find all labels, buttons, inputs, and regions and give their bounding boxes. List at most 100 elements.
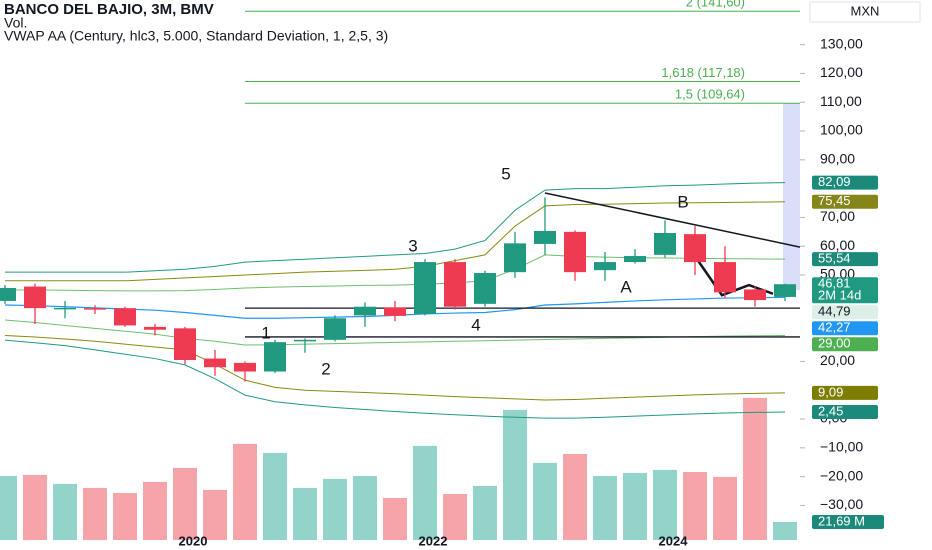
volume-bar [263,452,287,540]
price-label: 9,09 [818,384,843,399]
candle-body [594,262,616,271]
volume-bar [23,474,47,540]
candle-body [54,307,76,310]
volume-bar [623,472,647,540]
candle-body [744,289,766,301]
currency[interactable]: MXN [851,3,880,18]
price-label-box [812,337,878,352]
price-label-box [812,321,878,336]
price-label: 82,09 [818,174,851,189]
volume-bar [203,489,227,540]
y-tick-label: −30,00 [820,496,863,512]
price-label: 46,81 [818,276,851,291]
price-label-box [812,404,878,419]
volume-bar [473,485,497,540]
y-tick-label: 110,00 [820,93,862,109]
wave-label: 2 [321,360,330,379]
price-label-box [812,194,878,209]
candle-body [654,232,676,255]
wave-label: 4 [471,316,480,335]
vwap-band [5,254,786,292]
chart-title: BANCO DEL BAJIO, 3M, BMV [4,1,214,18]
wave-label: 3 [408,237,417,256]
volume-bar [0,475,17,540]
volume-label: 21,69 M [818,513,865,528]
candle-body [684,234,706,263]
volume-bar [83,487,107,540]
y-tick-label: 20,00 [820,352,855,368]
vwap-band [4,339,786,419]
candle-body [294,339,316,342]
price-label: 44,79 [818,304,851,319]
candle-body [474,273,496,304]
trendline [544,192,801,248]
projection-shade [783,103,800,290]
volume-bar [293,487,317,540]
price-label: 29,00 [818,336,851,351]
volume-bar [653,469,677,540]
volume-label-box [812,514,884,529]
volume-bar [593,475,617,540]
volume-bar [173,467,197,540]
price-label: 75,45 [818,193,851,208]
price-axis [800,0,932,550]
fib-label: 2 (141,60) [686,0,745,10]
volume-bar [683,471,707,540]
candle-body [204,358,226,368]
volume-bar [743,397,767,540]
x-tick-label: 2020 [179,533,208,548]
price-label-box [812,175,878,190]
vwap-band [4,335,786,401]
candle-body [504,243,526,273]
currency-box[interactable] [809,1,921,23]
y-tick-label: 90,00 [820,151,855,167]
volume-bar [443,493,467,540]
candle-body [774,284,796,297]
candle-body [564,231,586,273]
candle-body [534,230,556,244]
y-tick-label: 100,00 [820,122,863,138]
candle-body [174,328,196,360]
y-tick-label: 70,00 [820,208,855,224]
vwap-band [5,201,786,282]
volume-bar [413,445,437,540]
x-tick-label: 2022 [419,533,448,548]
volume-bar [113,492,137,540]
candle-body [264,342,286,372]
wave-label: 1 [261,324,270,343]
volume-bar [323,478,347,540]
candle-body [0,288,16,301]
vwap-band [5,182,786,273]
volume-bar [503,409,527,540]
price-label: 55,54 [818,251,851,266]
candle-body [384,307,406,316]
volume-bar [233,443,257,540]
volume-bar [143,481,167,540]
fib-label: 1,5 (109,64) [675,87,745,102]
candle-body [444,262,466,307]
y-tick-label: −10,00 [820,439,863,455]
volume-bar [713,476,737,540]
candle-body [714,262,736,293]
indicator-label: VWAP AA (Century, hlc3, 5.000, Standard … [4,28,388,44]
price-label-box [812,277,878,304]
volume-bar [53,483,77,540]
candle-body [24,286,46,309]
candle-body [354,306,376,316]
y-tick-label: 60,00 [820,237,855,253]
price-label-box [812,385,878,400]
candle-body [414,262,436,314]
y-tick-label: −20,00 [820,467,863,483]
subtitle: Vol. [4,15,27,31]
wave-label: 5 [501,165,510,184]
wave-label: B [677,193,688,212]
candle-body [84,308,106,310]
candle-body [114,308,136,326]
volume-bar [533,462,557,540]
price-label: 2,45 [818,403,843,418]
y-tick-label: 120,00 [820,64,863,80]
volume-bar [563,453,587,540]
volume-bar [773,521,797,540]
candle-body [324,318,346,340]
